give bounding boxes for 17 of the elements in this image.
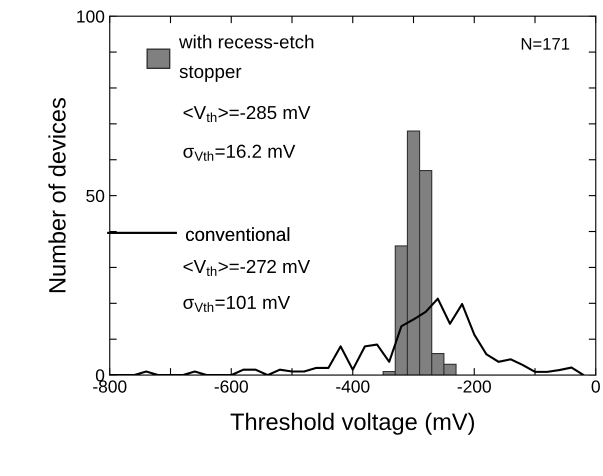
y-tick-label: 50 <box>86 190 104 202</box>
annotation: σ$_{Vth}$=16.2 mV <box>183 144 296 161</box>
x-tick-label: 0 <box>592 380 600 393</box>
x-tick-label: -400 <box>336 380 370 393</box>
x-tick-label: -600 <box>214 380 248 393</box>
annotation: <V$_{th}$>=-272 mV <box>184 260 310 276</box>
legend-label: conventional <box>186 227 290 242</box>
annotation: σ$_{Vth}$=101 mV <box>183 296 290 312</box>
y-axis-title: Number of devices <box>48 98 66 292</box>
annotation: N=171 <box>522 38 570 50</box>
legend-label: with recess-etch stopper <box>179 34 314 82</box>
x-axis-title: Threshold voltage (mV) <box>230 412 474 435</box>
x-tick-label: -200 <box>458 380 491 393</box>
annotation: <V$_{th}$>=-285 mV <box>184 106 310 122</box>
y-tick-label: 100 <box>77 10 104 23</box>
x-tick-label: -800 <box>93 380 126 393</box>
y-tick-label: 0 <box>96 369 104 382</box>
